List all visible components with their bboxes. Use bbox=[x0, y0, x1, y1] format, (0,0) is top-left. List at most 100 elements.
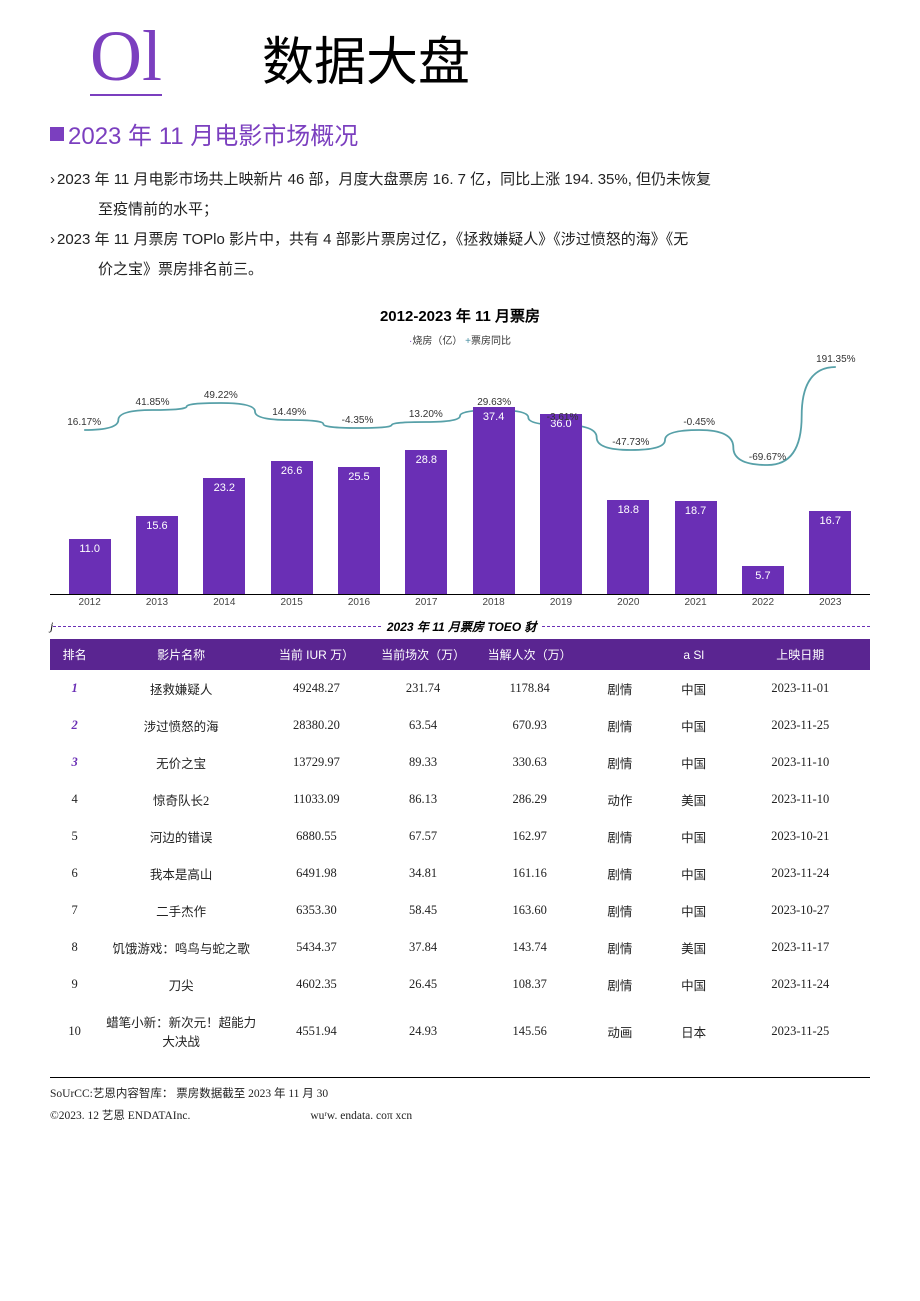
x-tick-label: 2018 bbox=[467, 597, 521, 608]
table-cell: 162.97 bbox=[476, 818, 583, 855]
pct-label: 16.17% bbox=[67, 417, 101, 428]
table-cell: 6 bbox=[50, 855, 99, 892]
bar-slot: 26.6 bbox=[265, 461, 319, 594]
pct-label: 191.35% bbox=[816, 354, 855, 365]
table-body: 1拯救嫌疑人49248.27231.741178.84剧情中国2023-11-0… bbox=[50, 670, 870, 1059]
table-cell: 我本是高山 bbox=[99, 855, 263, 892]
pct-label: -0.45% bbox=[683, 417, 715, 428]
table-cell: 剧情 bbox=[583, 929, 657, 966]
bar-slot: 28.8 bbox=[399, 450, 453, 594]
table-row: 9刀尖4602.3526.45108.37剧情中国2023-11-24 bbox=[50, 966, 870, 1003]
page-footer: SoUrCC:艺恩内容智库： 票房数据截至 2023 年 11 月 30 ©20… bbox=[50, 1084, 870, 1128]
table-cell: 2023-11-10 bbox=[731, 781, 870, 818]
table-cell: 蜡笔小新：新次元！超能力大决战 bbox=[99, 1003, 263, 1059]
table-cell: 13729.97 bbox=[263, 744, 370, 781]
table-header-cell bbox=[583, 639, 657, 670]
bar-slot: 36.0 bbox=[534, 414, 588, 594]
pct-label: 49.22% bbox=[204, 390, 238, 401]
table-cell: 2023-10-21 bbox=[731, 818, 870, 855]
table-cell: 7 bbox=[50, 892, 99, 929]
page-title: 数据大盘 bbox=[262, 20, 470, 95]
bar: 18.8 bbox=[607, 500, 649, 594]
table-cell: 3 bbox=[50, 744, 99, 781]
table-cell: 67.57 bbox=[370, 818, 477, 855]
table-cell: 6491.98 bbox=[263, 855, 370, 892]
table-cell: 2023-11-01 bbox=[731, 670, 870, 707]
bar-slot: 15.6 bbox=[130, 516, 184, 594]
bar-slot: 18.7 bbox=[669, 501, 723, 595]
table-cell: 4 bbox=[50, 781, 99, 818]
pct-label: 41.85% bbox=[136, 397, 170, 408]
table-cell: 161.16 bbox=[476, 855, 583, 892]
table-cell: 58.45 bbox=[370, 892, 477, 929]
bar-slot: 23.2 bbox=[197, 478, 251, 594]
table-cell: 670.93 bbox=[476, 707, 583, 744]
table-header-row: 排名影片名称当前 IUR 万）当前场次（万）当解人次（万）a Sl上映日期 bbox=[50, 639, 870, 670]
table-cell: 8 bbox=[50, 929, 99, 966]
table-cell: 10 bbox=[50, 1003, 99, 1059]
bullet-line: 至疫情前的水平； bbox=[50, 195, 870, 225]
table-cell: 二手杰作 bbox=[99, 892, 263, 929]
table-cell: 5434.37 bbox=[263, 929, 370, 966]
table-cell: 2023-10-27 bbox=[731, 892, 870, 929]
bar-slot: 18.8 bbox=[601, 500, 655, 594]
footer-divider bbox=[50, 1077, 870, 1078]
table-cell: 剧情 bbox=[583, 818, 657, 855]
table-cell: 11033.09 bbox=[263, 781, 370, 818]
table-cell: 剧情 bbox=[583, 855, 657, 892]
table-cell: 中国 bbox=[657, 855, 731, 892]
table-cell: 中国 bbox=[657, 892, 731, 929]
table-cell: 163.60 bbox=[476, 892, 583, 929]
x-tick-label: 2015 bbox=[265, 597, 319, 608]
bar-slot: 16.7 bbox=[803, 511, 857, 595]
chart-x-axis: 2012201320142015201620172018201920202021… bbox=[50, 595, 870, 608]
table-cell: 4602.35 bbox=[263, 966, 370, 1003]
overview-bullets: ›2023 年 11 月电影市场共上映新片 46 部，月度大盘票房 16. 7 … bbox=[50, 165, 870, 285]
pct-label: -4.35% bbox=[342, 415, 374, 426]
bar: 23.2 bbox=[203, 478, 245, 594]
table-cell: 2023-11-24 bbox=[731, 966, 870, 1003]
table-cell: 330.63 bbox=[476, 744, 583, 781]
pct-label: 13.20% bbox=[409, 409, 443, 420]
table-cell: 饥饿游戏：鸣鸟与蛇之歌 bbox=[99, 929, 263, 966]
table-cell: 惊奇队长2 bbox=[99, 781, 263, 818]
bar: 16.7 bbox=[809, 511, 851, 595]
x-tick-label: 2016 bbox=[332, 597, 386, 608]
table-cell: 美国 bbox=[657, 929, 731, 966]
pct-label: -69.67% bbox=[749, 452, 786, 463]
bar-slot: 25.5 bbox=[332, 467, 386, 595]
x-tick-label: 2023 bbox=[803, 597, 857, 608]
table-cell: 37.84 bbox=[370, 929, 477, 966]
table-cell: 9 bbox=[50, 966, 99, 1003]
table-cell: 2 bbox=[50, 707, 99, 744]
pct-label: 14.49% bbox=[272, 407, 306, 418]
chart-title: 2012-2023 年 11 月票房 bbox=[50, 305, 870, 326]
table-cell: 美国 bbox=[657, 781, 731, 818]
x-tick-label: 2019 bbox=[534, 597, 588, 608]
bar-line-chart: 11.015.623.226.625.528.837.436.018.818.7… bbox=[50, 355, 870, 595]
table-cell: 108.37 bbox=[476, 966, 583, 1003]
bar: 25.5 bbox=[338, 467, 380, 595]
table-cell: 中国 bbox=[657, 818, 731, 855]
table-header-cell: 当前场次（万） bbox=[370, 639, 477, 670]
bullet-line: 2023 年 11 月电影市场共上映新片 46 部，月度大盘票房 16. 7 亿… bbox=[57, 165, 711, 195]
table-cell: 河边的错误 bbox=[99, 818, 263, 855]
table-row: 10蜡笔小新：新次元！超能力大决战4551.9424.93145.56动画日本2… bbox=[50, 1003, 870, 1059]
table-cell: 49248.27 bbox=[263, 670, 370, 707]
table-cell: 6880.55 bbox=[263, 818, 370, 855]
section-ordinal: Ol bbox=[90, 20, 162, 96]
bar-slot: 37.4 bbox=[467, 407, 521, 594]
table-row: 2涉过愤怒的海28380.2063.54670.93剧情中国2023-11-25 bbox=[50, 707, 870, 744]
bar: 18.7 bbox=[675, 501, 717, 595]
table-cell: 6353.30 bbox=[263, 892, 370, 929]
table-cell: 145.56 bbox=[476, 1003, 583, 1059]
table-cell: 26.45 bbox=[370, 966, 477, 1003]
section-title: 2023 年 11 月电影市场概况 bbox=[50, 116, 870, 151]
table-cell: 286.29 bbox=[476, 781, 583, 818]
x-tick-label: 2012 bbox=[63, 597, 117, 608]
x-tick-label: 2020 bbox=[601, 597, 655, 608]
pct-label: -47.73% bbox=[612, 437, 649, 448]
pct-label: 29.63% bbox=[477, 397, 511, 408]
table-cell: 中国 bbox=[657, 670, 731, 707]
table-header-cell: a Sl bbox=[657, 639, 731, 670]
